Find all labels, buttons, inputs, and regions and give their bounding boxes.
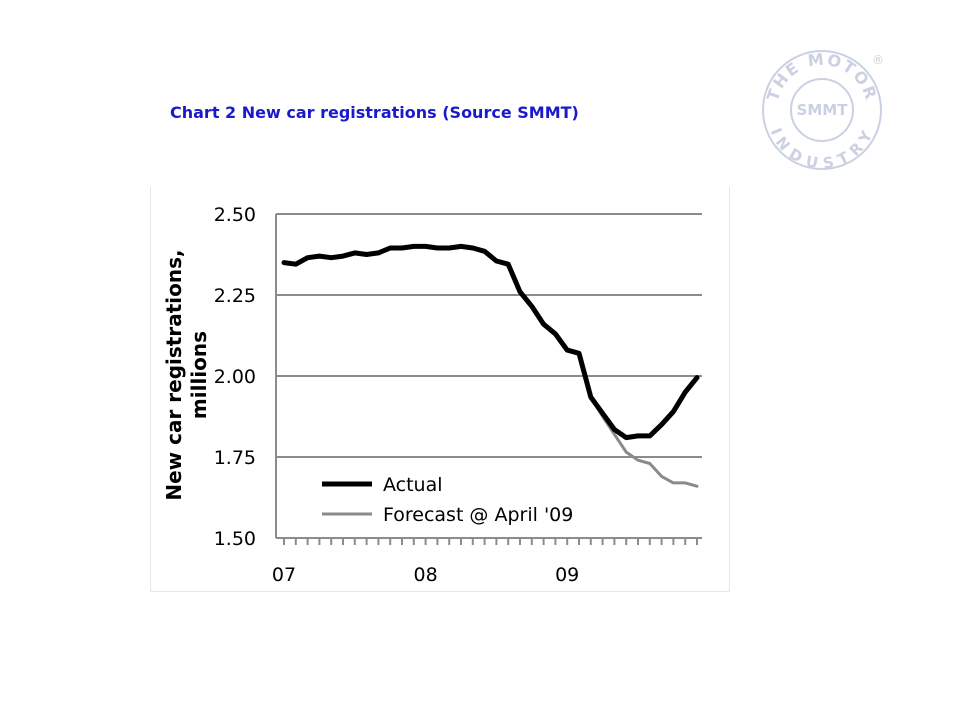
y-tick-label: 2.25 xyxy=(214,285,256,307)
y-tick-label: 2.00 xyxy=(214,366,256,388)
smmt-logo: THE MOTOR INDUSTRY SMMT ® xyxy=(762,49,884,172)
x-tick-label: 07 xyxy=(272,564,296,586)
logo-text-center: SMMT xyxy=(797,101,849,119)
legend-label: Forecast @ April '09 xyxy=(383,504,573,526)
y-axis-tick-labels: 2.50 2.25 2.00 1.75 1.50 xyxy=(214,204,256,550)
page-title: Chart 2 New car registrations (Source SM… xyxy=(170,103,579,122)
y-tick-label: 1.50 xyxy=(214,528,256,550)
series-line-forecast xyxy=(589,395,699,488)
grid-lines xyxy=(275,213,702,538)
series-line-actual xyxy=(281,243,700,441)
y-axis-label-line-2: millions xyxy=(187,331,211,419)
x-tick-label: 08 xyxy=(414,564,438,586)
x-axis: 07 08 09 xyxy=(272,537,702,586)
legend-label: Actual xyxy=(383,474,443,496)
y-axis-label-line-1: New car registrations, xyxy=(162,249,186,500)
chart-frame xyxy=(150,187,730,592)
series-lines xyxy=(281,243,700,488)
y-tick-label: 1.75 xyxy=(214,447,256,469)
y-tick-label: 2.50 xyxy=(214,204,256,226)
legend: Actual Forecast @ April '09 xyxy=(322,474,573,526)
logo-registered-mark: ® xyxy=(872,53,884,67)
x-tick-label: 09 xyxy=(555,564,579,586)
